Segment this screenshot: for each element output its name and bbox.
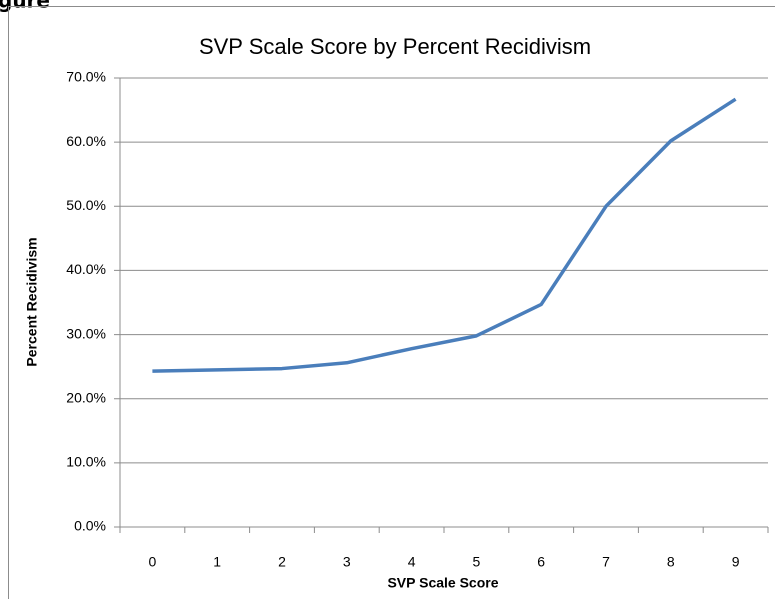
chart-frame	[8, 6, 775, 599]
x-tick-label: 0	[149, 554, 157, 570]
x-tick-label: 4	[408, 554, 416, 570]
data-line	[152, 97, 737, 373]
x-tick-label: 8	[667, 554, 675, 570]
y-tick-label: 30.0%	[66, 325, 106, 341]
x-tick-label: 7	[602, 554, 610, 570]
y-tick-label: 20.0%	[66, 389, 106, 405]
y-tick-label: 10.0%	[66, 454, 106, 470]
y-tick-label: 0.0%	[74, 518, 106, 534]
y-tick-label: 60.0%	[66, 133, 106, 149]
x-tick-label: 5	[473, 554, 481, 570]
x-tick-label: 1	[213, 554, 221, 570]
x-tick-label: 2	[278, 554, 286, 570]
x-tick-label: 9	[732, 554, 740, 570]
x-tick-label: 6	[537, 554, 545, 570]
y-tick-label: 70.0%	[66, 69, 106, 85]
chart-title: SVP Scale Score by Percent Recidivism	[199, 34, 591, 59]
y-tick-label: 40.0%	[66, 261, 106, 277]
x-axis-title: SVP Scale Score	[387, 575, 498, 591]
y-tick-label: 50.0%	[66, 197, 106, 213]
y-axis-title: Percent Recidivism	[24, 237, 40, 366]
x-tick-label: 3	[343, 554, 351, 570]
